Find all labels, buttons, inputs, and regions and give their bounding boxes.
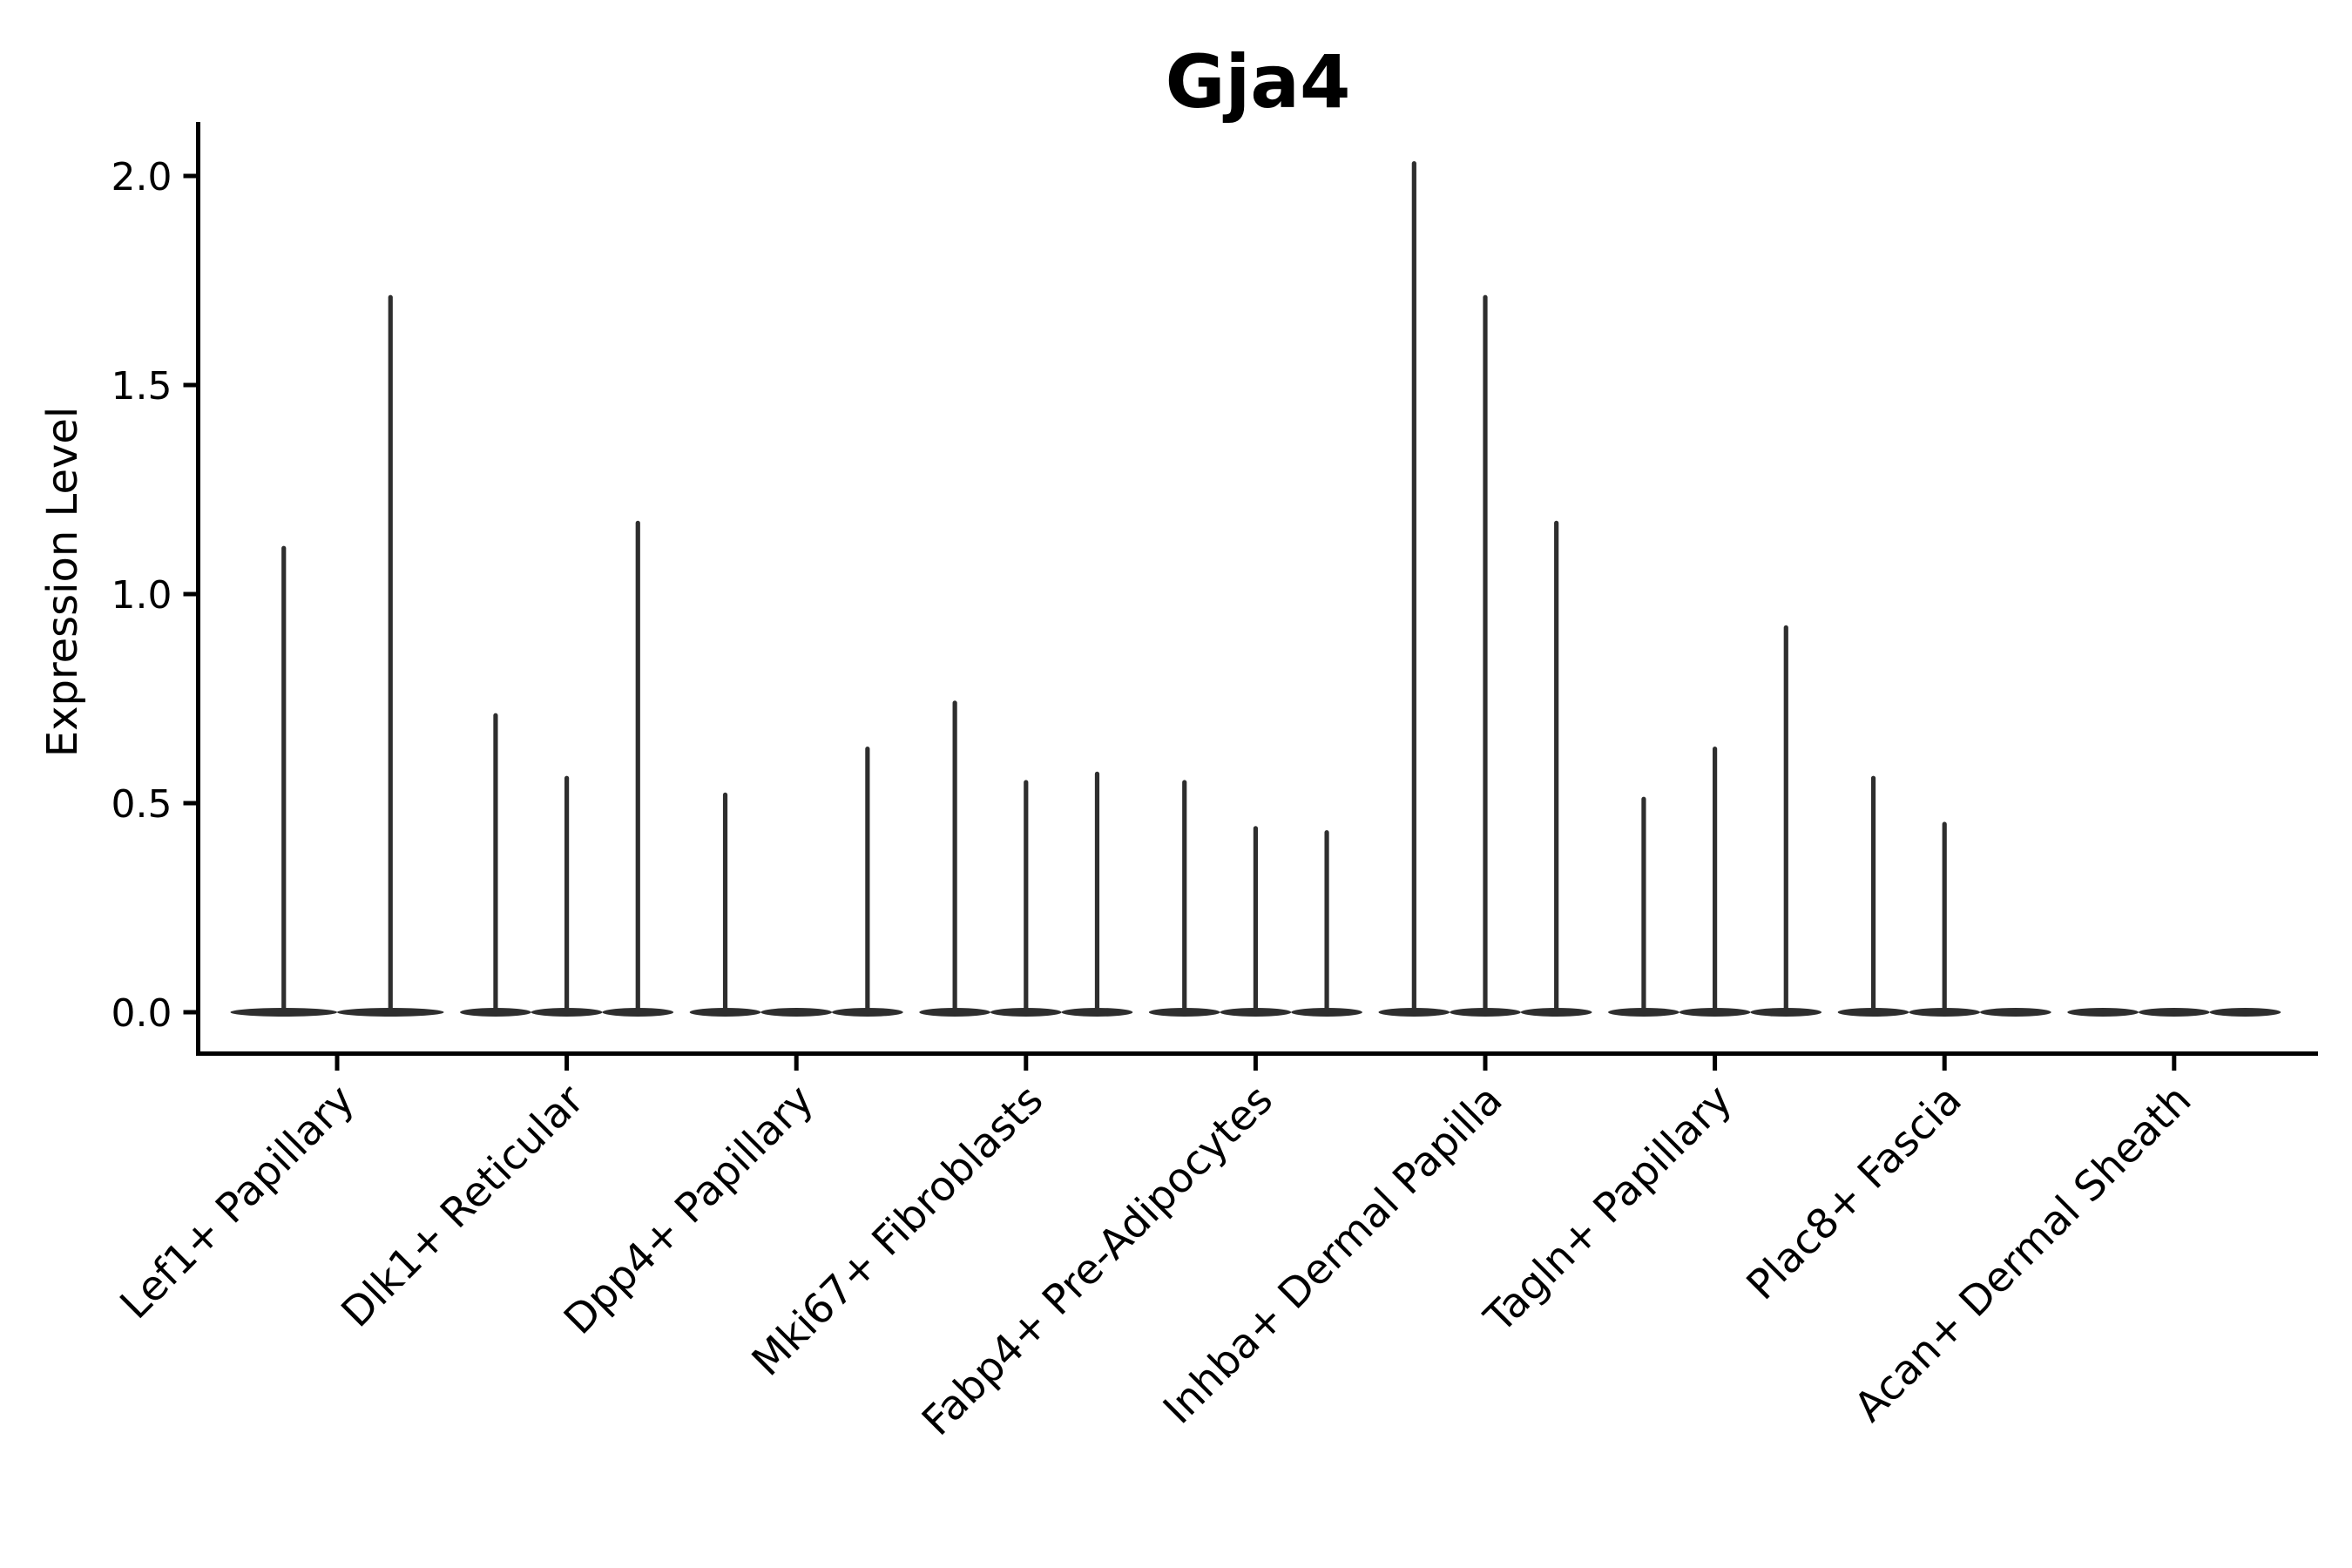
violin-body [2067,1008,2139,1017]
x-category-label: Plac8+ Fascia [1738,1076,1971,1309]
x-category-label: Lef1+ Papillary [112,1076,364,1328]
y-tick-label: 2.0 [112,155,172,199]
violin-body [2138,1008,2210,1017]
y-tick-label: 1.5 [112,364,172,409]
violin-body [2209,1008,2281,1017]
x-category-label: Dpp4+ Papillary [555,1076,823,1344]
x-category-label: Dlk1+ Reticular [333,1076,594,1337]
y-tick-label: 0.5 [112,782,172,827]
y-tick-label: 0.0 [112,991,172,1036]
violin-body [1980,1008,2051,1017]
x-category-label: Tagln+ Papillary [1475,1076,1741,1342]
violin-body [760,1008,833,1017]
plot-title: Gja4 [1165,39,1351,125]
y-tick-label: 1.0 [112,573,172,618]
